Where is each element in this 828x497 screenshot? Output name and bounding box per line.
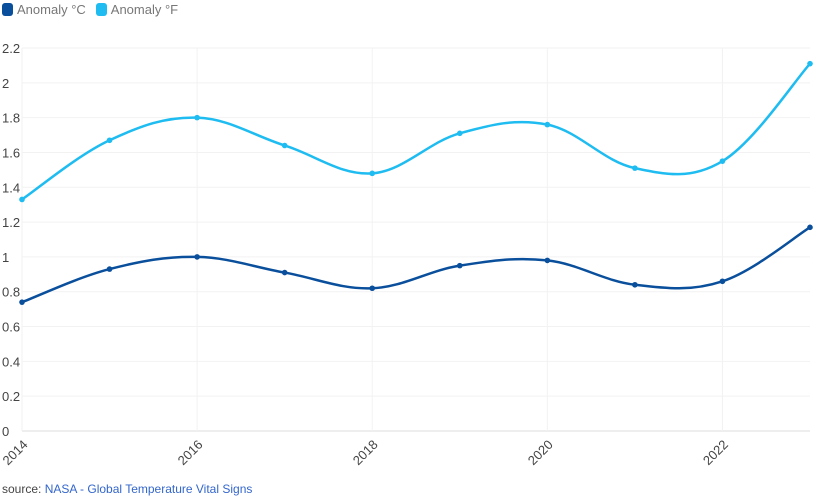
y-tick-label: 0.8 <box>2 285 20 300</box>
series-line-0 <box>21 226 811 304</box>
data-point <box>19 299 25 305</box>
data-point <box>281 269 288 276</box>
data-point <box>19 196 25 203</box>
legend-swatch-fahrenheit <box>95 3 107 16</box>
data-point <box>807 224 813 231</box>
legend-item-fahrenheit[interactable]: Anomaly °F <box>95 2 179 17</box>
y-tick-label: 2 <box>2 76 9 91</box>
data-point <box>719 278 726 285</box>
y-tick-label: 1.2 <box>2 215 20 230</box>
source-note: source: NASA - Global Temperature Vital … <box>2 482 252 496</box>
y-tick-label: 0 <box>2 424 9 439</box>
data-point <box>719 158 726 164</box>
x-tick-label: 2020 <box>525 437 556 468</box>
data-point <box>807 60 813 67</box>
data-point <box>106 137 113 144</box>
y-tick-label: 2.2 <box>2 41 20 56</box>
y-tick-label: 1 <box>2 250 9 265</box>
legend: Anomaly °C Anomaly °F <box>2 2 178 17</box>
x-tick-label: 2018 <box>350 437 381 468</box>
series-line-1 <box>21 62 811 201</box>
data-point <box>632 165 638 171</box>
x-tick-label: 2022 <box>700 437 731 468</box>
legend-label-fahrenheit: Anomaly °F <box>110 2 179 17</box>
y-tick-label: 1.6 <box>2 145 20 160</box>
data-point <box>544 121 551 128</box>
legend-label-celsius: Anomaly °C <box>17 2 86 17</box>
x-tick-label: 2014 <box>0 437 31 468</box>
data-point <box>369 170 376 177</box>
data-point <box>106 266 113 272</box>
data-point <box>194 254 200 260</box>
line-chart: 0 0.2 0.4 0.6 0.8 1 1.2 1.4 1.6 1.8 2 2.2 2014 2016 20… <box>0 41 813 468</box>
data-point <box>194 114 200 121</box>
data-point <box>632 281 638 288</box>
data-point <box>281 142 288 149</box>
data-point <box>544 257 551 264</box>
data-point <box>456 130 463 137</box>
x-tick-label: 2016 <box>175 437 206 468</box>
legend-swatch-celsius <box>2 3 13 16</box>
y-tick-label: 1.8 <box>2 111 20 126</box>
y-tick-label: 0.6 <box>2 320 20 335</box>
y-tick-label: 1.4 <box>2 180 20 195</box>
y-tick-label: 0.2 <box>2 389 20 404</box>
legend-item-celsius[interactable]: Anomaly °C <box>2 2 86 17</box>
data-point <box>456 262 463 269</box>
data-point <box>369 285 376 292</box>
y-tick-label: 0.4 <box>2 354 20 369</box>
source-link[interactable]: NASA - Global Temperature Vital Signs <box>44 482 253 496</box>
source-prefix: source: <box>2 482 42 496</box>
